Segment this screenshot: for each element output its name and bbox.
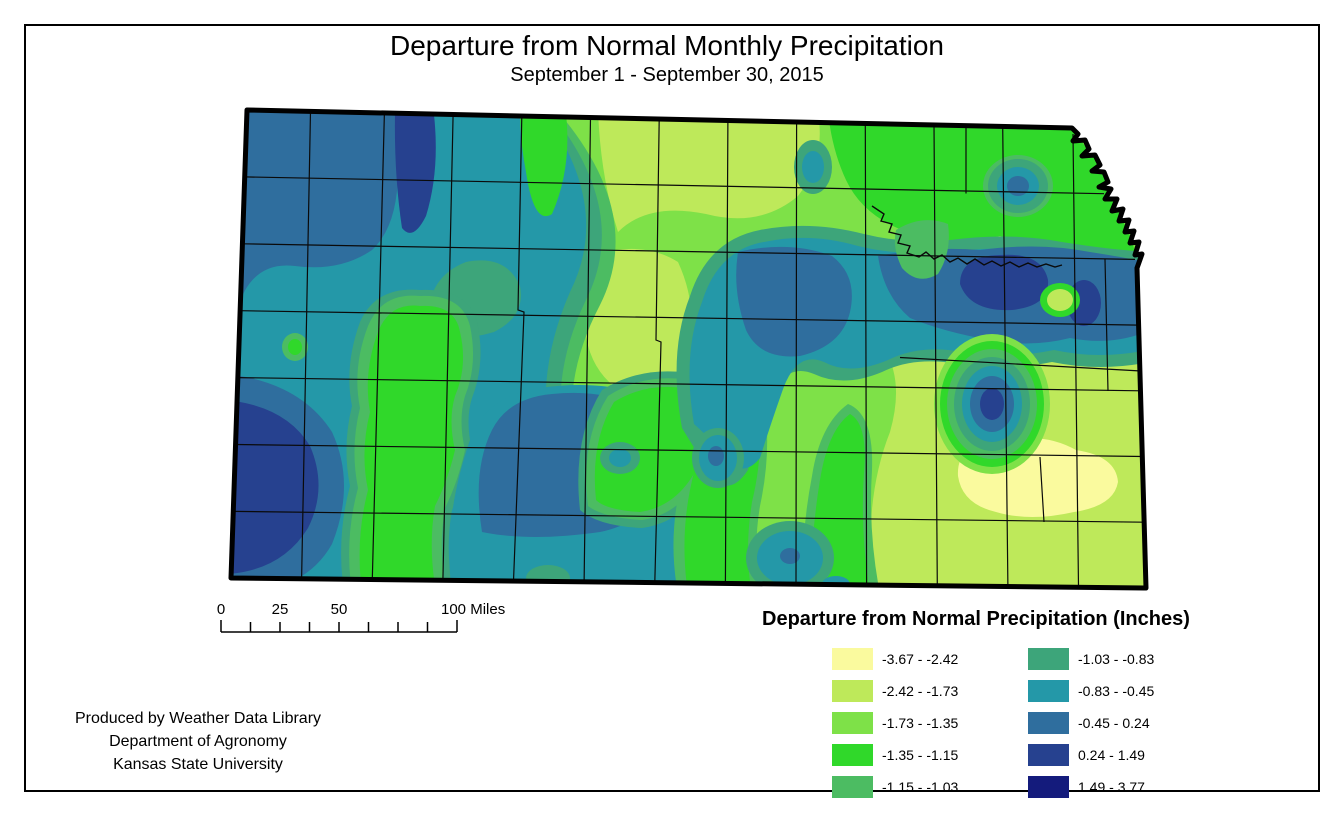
legend-item: 1.49 - 3.77 [1028, 776, 1154, 798]
legend-label: 0.24 - 1.49 [1078, 747, 1145, 763]
legend-swatch [832, 744, 873, 766]
credits-line: Produced by Weather Data Library [74, 710, 322, 727]
legend-swatch [1028, 680, 1069, 702]
river-line [871, 205, 1063, 268]
legend-item: -0.83 - -0.45 [1028, 680, 1154, 702]
contour-region [708, 446, 724, 466]
legend-label: -0.83 - -0.45 [1078, 683, 1155, 699]
boundaries [233, 111, 1145, 588]
legend-label: 1.49 - 3.77 [1078, 779, 1145, 795]
legend-swatch [832, 712, 873, 734]
legend-label: -3.67 - -2.42 [882, 651, 959, 667]
contour-region [802, 151, 824, 183]
contour-region [520, 112, 568, 217]
legend-label: -1.03 - -0.83 [1078, 651, 1155, 667]
legend-item: -1.73 - -1.35 [832, 712, 958, 734]
legend-swatch [1028, 712, 1069, 734]
scale-label: 0 [217, 601, 225, 618]
contour-region [598, 110, 820, 232]
legend-item: -1.03 - -0.83 [1028, 648, 1154, 670]
credits-line: Department of Agronomy [109, 733, 287, 750]
contour-region [231, 400, 319, 574]
legend-item: -2.42 - -1.73 [832, 680, 958, 702]
contour-region [609, 449, 631, 467]
map-title: Departure from Normal Monthly Precipitat… [390, 30, 944, 61]
legend-label: -1.35 - -1.15 [882, 747, 959, 763]
legend-item: -1.15 - -1.03 [832, 776, 958, 798]
county-boundaries [899, 126, 1142, 523]
legend-column-1: -3.67 - -2.42 -2.42 - -1.73 -1.73 - -1.3… [832, 648, 958, 808]
legend-item: -0.45 - 0.24 [1028, 712, 1154, 734]
legend-label: -1.15 - -1.03 [882, 779, 959, 795]
legend-label: -0.45 - 0.24 [1078, 715, 1150, 731]
contour-region [980, 388, 1004, 420]
contour-region [231, 110, 398, 318]
contour-region [288, 339, 302, 355]
legend-swatch [1028, 744, 1069, 766]
contour-region [780, 548, 800, 564]
scale-bar: 0 25 50 100 Miles [217, 601, 505, 633]
legend-swatch [832, 648, 873, 670]
legend-label: -2.42 - -1.73 [882, 683, 959, 699]
scale-label: 50 [331, 601, 348, 618]
legend-item: -1.35 - -1.15 [832, 744, 958, 766]
page-frame [24, 24, 1320, 792]
contour-region [585, 248, 692, 393]
legend-swatch [1028, 776, 1069, 798]
contour-region [359, 305, 463, 588]
county-boundaries [233, 176, 1145, 523]
contour-fills [231, 110, 1146, 588]
scale-label: 25 [272, 601, 289, 618]
contour-region [736, 246, 852, 357]
contour-region [1007, 176, 1029, 196]
credits: Produced by Weather Data Library Departm… [38, 707, 358, 776]
legend-item: 0.24 - 1.49 [1028, 744, 1154, 766]
legend-title: Departure from Normal Precipitation (Inc… [762, 608, 1190, 630]
map-subtitle: September 1 - September 30, 2015 [510, 64, 824, 86]
legend-item: -3.67 - -2.42 [832, 648, 958, 670]
county-boundaries [301, 111, 1080, 588]
legend-swatch [832, 680, 873, 702]
scale-label: 100 Miles [441, 601, 505, 618]
state-outline [228, 107, 1149, 591]
contour-region [526, 565, 570, 588]
legend-swatch [1028, 648, 1069, 670]
legend-column-2: -1.03 - -0.83 -0.83 - -0.45 -0.45 - 0.24… [1028, 648, 1154, 808]
contour-region [394, 113, 436, 233]
legend-label: -1.73 - -1.35 [882, 715, 959, 731]
credits-line: Kansas State University [113, 756, 283, 773]
legend-swatch [832, 776, 873, 798]
contour-region [1047, 289, 1073, 311]
scale-bar-line [220, 620, 458, 633]
